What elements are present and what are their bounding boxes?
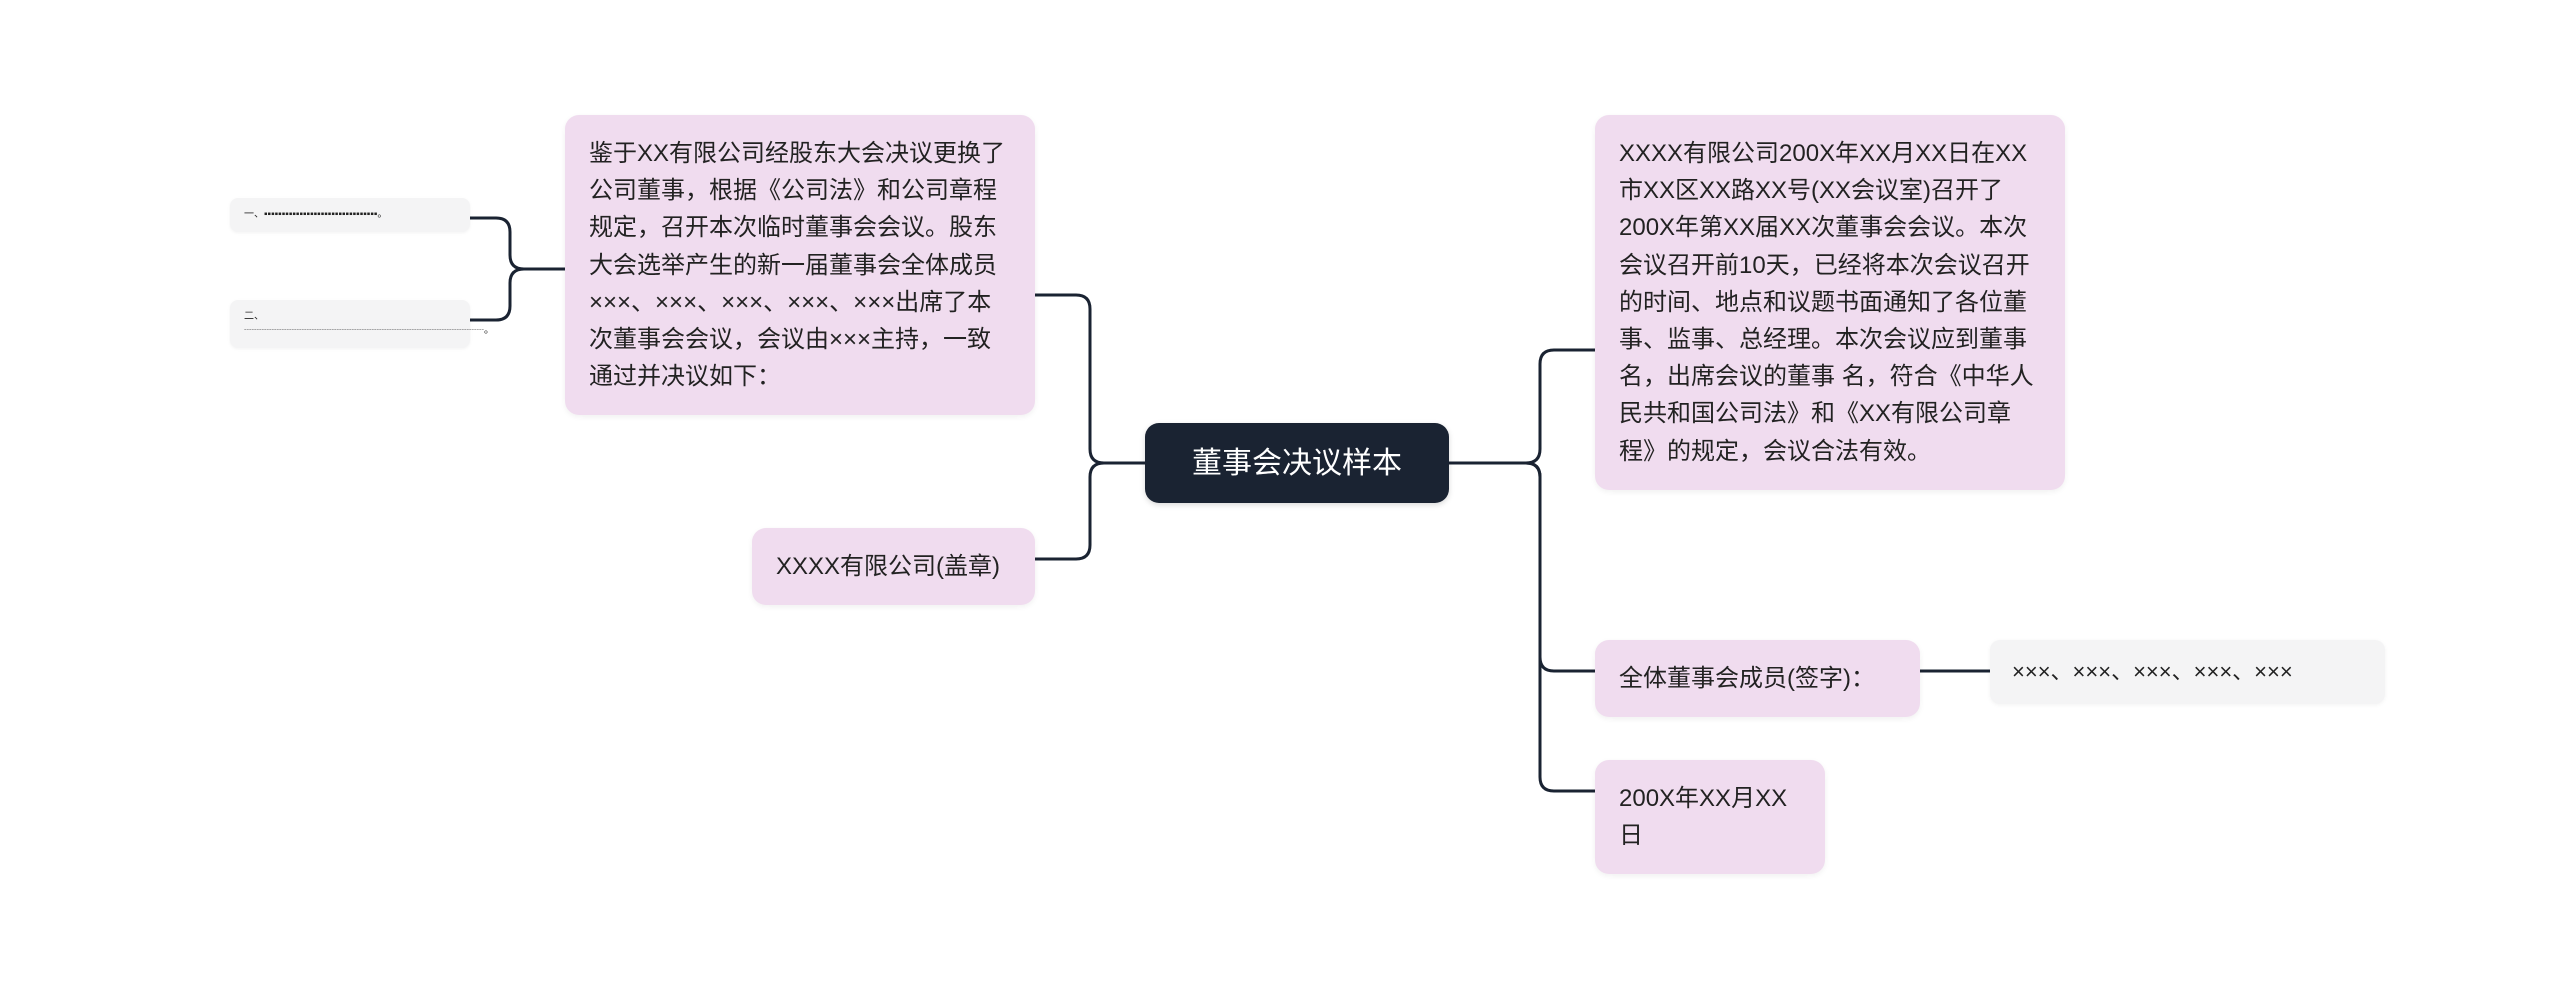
right-node-date[interactable]: 200X年XX月XX日	[1595, 760, 1825, 874]
mindmap-canvas: 董事会决议样本 XXXX有限公司200X年XX月XX日在XX市XX区XX路XX号…	[0, 0, 2560, 997]
right-node-signatures-names[interactable]: ×××、×××、×××、×××、×××	[1990, 640, 2385, 704]
right-node-meeting-details[interactable]: XXXX有限公司200X年XX月XX日在XX市XX区XX路XX号(XX会议室)召…	[1595, 115, 2065, 490]
left-node-item-2[interactable]: 二、┈┈┈┈┈┈┈┈┈┈┈┈┈┈┈┈┈┈┈┈┈┈┈┈。	[230, 300, 470, 348]
right-node-signatures-label[interactable]: 全体董事会成员(签字)：	[1595, 640, 1920, 717]
left-node-item-1[interactable]: 一、▪▪▪▪▪▪▪▪▪▪▪▪▪▪▪▪▪▪▪▪▪▪▪▪▪▪▪▪▪▪▪▪。	[230, 198, 470, 232]
left-node-seal[interactable]: XXXX有限公司(盖章)	[752, 528, 1035, 605]
left-node-preamble[interactable]: 鉴于XX有限公司经股东大会决议更换了公司董事，根据《公司法》和公司章程规定，召开…	[565, 115, 1035, 415]
root-node[interactable]: 董事会决议样本	[1145, 423, 1449, 503]
